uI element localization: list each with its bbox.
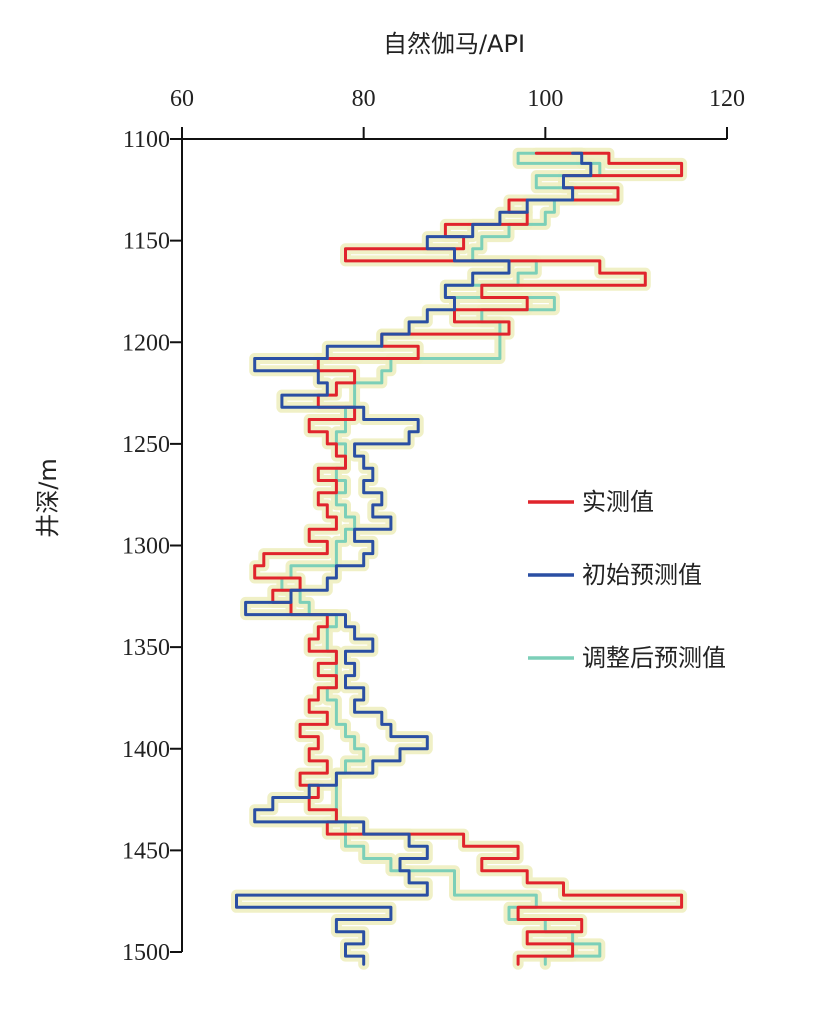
x-tick-label: 80 [352,86,376,112]
y-tick-label: 1100 [123,127,170,153]
y-axis-title: 井深/m [34,458,62,537]
y-tick-label: 1350 [122,635,170,661]
y-tick-label: 1400 [122,737,170,763]
y-tick-label: 1250 [122,432,170,458]
y-tick-label: 1450 [122,838,170,864]
legend-label-measured: 实测值 [582,488,654,516]
series-line-adjusted [280,151,602,966]
x-tick-label: 120 [709,86,745,112]
x-axis-title: 自然伽马/API [383,30,525,58]
x-tick-label: 60 [170,86,194,112]
series-line-initial [235,151,593,966]
x-ticks: 60 80 100 120 [170,86,745,139]
y-tick-label: 1200 [122,330,170,356]
legend-label-initial: 初始预测值 [582,561,702,589]
series-line-measured [253,151,684,966]
x-tick-label: 100 [527,86,563,112]
series-halos [231,147,688,970]
y-tick-label: 1500 [122,940,170,966]
legend: 实测值 初始预测值 调整后预测值 [528,488,726,672]
y-tick-label: 1300 [122,534,170,560]
series-halo-adjusted [276,147,606,970]
series-lines [235,151,684,966]
y-ticks: 1100 1150 1200 1250 1300 1350 1400 1450 1500 [122,127,182,966]
y-tick-label: 1150 [123,229,170,255]
legend-label-adjusted: 调整后预测值 [582,644,726,672]
